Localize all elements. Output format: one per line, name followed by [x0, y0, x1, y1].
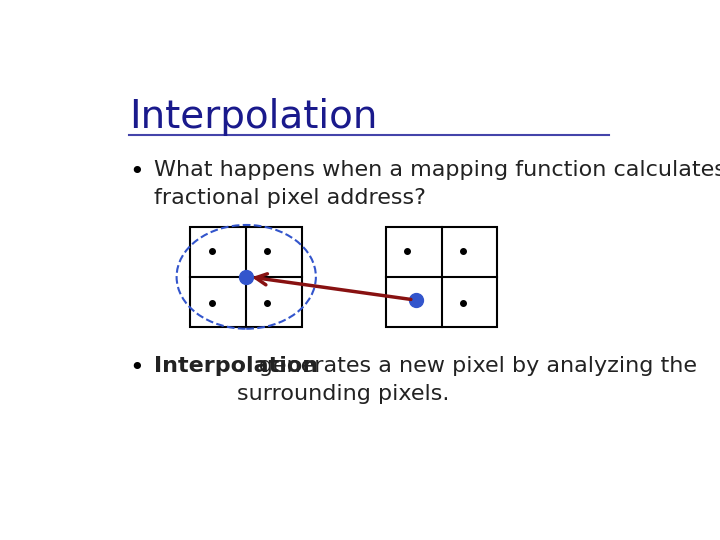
Bar [386, 227, 498, 327]
Text: •: • [129, 160, 144, 185]
Text: Interpolation: Interpolation [154, 356, 318, 376]
Text: :  generates a new pixel by analyzing the
surrounding pixels.: : generates a new pixel by analyzing the… [237, 356, 697, 404]
Text: What happens when a mapping function calculates a
fractional pixel address?: What happens when a mapping function cal… [154, 160, 720, 208]
Bar [190, 227, 302, 327]
Text: •: • [129, 356, 144, 380]
Text: Interpolation: Interpolation [129, 98, 377, 136]
